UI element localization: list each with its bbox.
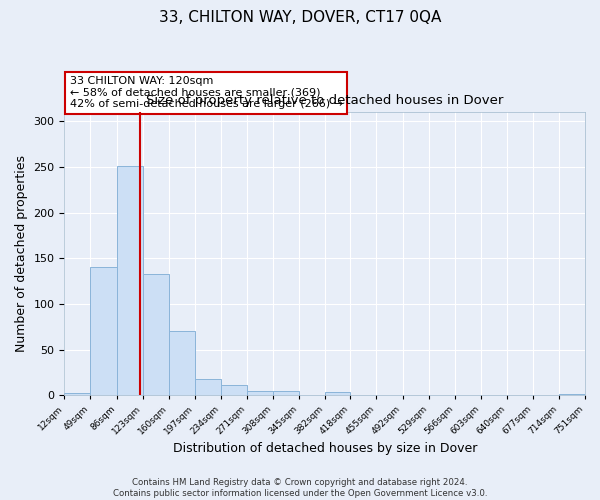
Text: 33, CHILTON WAY, DOVER, CT17 0QA: 33, CHILTON WAY, DOVER, CT17 0QA — [159, 10, 441, 25]
Bar — [116, 166, 143, 396]
Bar — [273, 391, 299, 396]
Bar — [169, 332, 195, 396]
Title: Size of property relative to detached houses in Dover: Size of property relative to detached ho… — [146, 94, 503, 106]
Text: 33 CHILTON WAY: 120sqm
← 58% of detached houses are smaller (369)
42% of semi-de: 33 CHILTON WAY: 120sqm ← 58% of detached… — [70, 76, 343, 109]
Y-axis label: Number of detached properties: Number of detached properties — [15, 155, 28, 352]
Bar — [325, 392, 350, 396]
Text: Contains HM Land Registry data © Crown copyright and database right 2024.
Contai: Contains HM Land Registry data © Crown c… — [113, 478, 487, 498]
Bar — [195, 379, 221, 396]
Bar — [91, 268, 116, 396]
Bar — [64, 392, 91, 396]
Bar — [559, 394, 585, 396]
Bar — [247, 391, 273, 396]
X-axis label: Distribution of detached houses by size in Dover: Distribution of detached houses by size … — [173, 442, 477, 455]
Bar — [221, 386, 247, 396]
Bar — [143, 274, 169, 396]
